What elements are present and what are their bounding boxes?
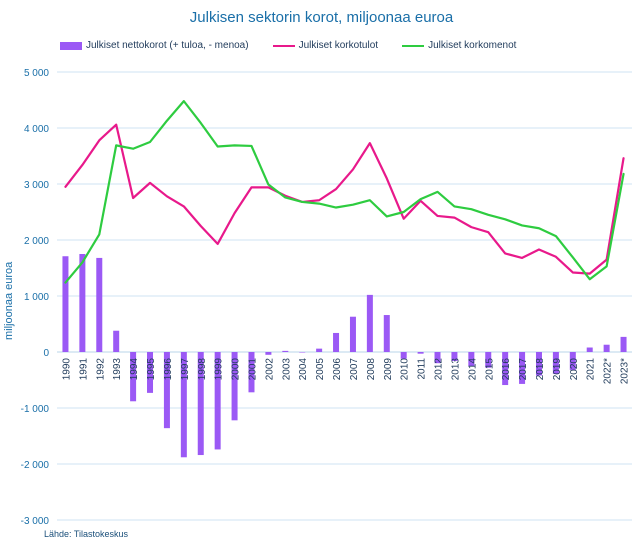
bar-net-interest	[96, 257, 103, 352]
bar-net-interest	[265, 352, 272, 355]
x-tick-label: 1994	[129, 358, 140, 381]
x-tick-label: 1990	[61, 358, 72, 381]
x-tick-label: 1998	[197, 358, 208, 381]
bar-net-interest	[400, 352, 407, 359]
legend-item-net-interest: Julkiset nettokorot (+ tuloa, - menoa)	[60, 40, 249, 51]
legend-label-interest-income: Julkiset korkotulot	[298, 40, 379, 51]
bar-net-interest	[197, 352, 204, 456]
bar-net-interest	[451, 352, 458, 361]
legend-swatch-bar	[60, 41, 82, 50]
bar-net-interest	[468, 352, 475, 366]
x-tick-label: 1996	[163, 358, 174, 381]
legend-label-interest-expense: Julkiset korkomenot	[428, 40, 517, 51]
legend-item-interest-expense: Julkiset korkomenot	[402, 40, 516, 51]
x-tick-label: 2022*	[603, 358, 614, 384]
x-tick-label: 2006	[332, 358, 343, 381]
bar-net-interest	[248, 352, 255, 393]
x-tick-label: 1997	[180, 358, 191, 381]
bar-net-interest	[163, 352, 170, 429]
bar-net-interest	[603, 344, 610, 352]
bar-net-interest	[130, 352, 137, 402]
x-tick-label: 2014	[467, 358, 478, 381]
y-tick-label: -2 000	[21, 460, 50, 471]
y-tick-label: -1 000	[21, 404, 50, 415]
x-tick-label: 2020	[569, 358, 580, 381]
bar-net-interest	[62, 256, 69, 352]
legend-swatch-income	[272, 44, 295, 47]
x-tick-label: 2009	[383, 358, 394, 381]
y-tick-label: 4 000	[24, 124, 49, 135]
legend-item-interest-income: Julkiset korkotulot	[272, 40, 379, 51]
x-tick-label: 2021	[586, 358, 597, 381]
y-tick-label: 0	[43, 348, 49, 359]
y-tick-label: 3 000	[24, 180, 49, 191]
bar-net-interest	[620, 336, 627, 352]
x-tick-label: 2001	[247, 358, 258, 381]
bar-net-interest	[231, 352, 238, 421]
bar-net-interest	[214, 352, 221, 450]
x-tick-label: 2018	[535, 358, 546, 381]
line-interest-expense	[64, 100, 625, 284]
bar-net-interest	[113, 330, 120, 352]
bar-net-interest	[79, 254, 86, 352]
x-tick-label: 2010	[400, 358, 411, 381]
x-tick-label: 1991	[78, 358, 89, 381]
x-tick-label: 2005	[315, 358, 326, 381]
bar-net-interest	[333, 332, 340, 352]
x-tick-label: 1993	[112, 358, 123, 381]
bar-net-interest	[535, 352, 542, 376]
bar-net-interest	[282, 350, 289, 352]
bar-net-interest	[147, 352, 154, 393]
bar-net-interest	[180, 352, 187, 458]
x-tick-label: 2002	[264, 358, 275, 381]
x-tick-label: 2016	[501, 358, 512, 381]
bar-net-interest	[569, 352, 576, 370]
y-tick-label: 5 000	[24, 68, 49, 79]
bar-net-interest	[349, 316, 356, 352]
bar-net-interest	[552, 352, 559, 374]
x-tick-label: 2023*	[620, 358, 631, 384]
line-interest-income	[64, 123, 625, 275]
x-tick-label: 2008	[366, 358, 377, 381]
x-tick-label: 2011	[417, 358, 428, 380]
legend-label-net-interest: Julkiset nettokorot (+ tuloa, - menoa)	[86, 40, 249, 51]
x-tick-label: 2007	[349, 358, 360, 381]
y-tick-label: 2 000	[24, 236, 49, 247]
x-tick-label: 1992	[95, 358, 106, 381]
x-tick-label: 1999	[214, 358, 225, 381]
bar-net-interest	[586, 347, 593, 352]
x-tick-label: 2017	[518, 358, 529, 381]
chart-title: Julkisen sektorin korot, miljoonaa euroa	[189, 9, 454, 26]
x-tick-label: 1995	[146, 358, 157, 381]
bar-net-interest	[299, 352, 306, 353]
bar-net-interest	[485, 352, 492, 368]
legend-swatch-expense	[402, 44, 425, 47]
bar-net-interest	[417, 352, 424, 354]
x-tick-label: 2013	[450, 358, 461, 381]
x-tick-label: 2019	[552, 358, 563, 381]
x-tick-label: 2012	[434, 358, 445, 381]
y-tick-label: 1 000	[24, 292, 49, 303]
bar-net-interest	[434, 352, 441, 364]
bar-net-interest	[366, 294, 373, 352]
x-tick-label: 2004	[298, 358, 309, 381]
y-tick-label: -3 000	[21, 516, 50, 527]
x-tick-label: 2003	[281, 358, 292, 381]
source-note: Lähde: Tilastokeskus	[44, 529, 129, 539]
bar-net-interest	[383, 315, 390, 352]
x-tick-label: 2015	[484, 358, 495, 381]
bar-net-interest	[502, 352, 509, 386]
legend: Julkiset nettokorot (+ tuloa, - menoa) J…	[60, 40, 540, 51]
bar-net-interest	[316, 348, 323, 352]
x-tick-label: 2000	[231, 358, 242, 381]
bar-net-interest	[519, 352, 526, 384]
